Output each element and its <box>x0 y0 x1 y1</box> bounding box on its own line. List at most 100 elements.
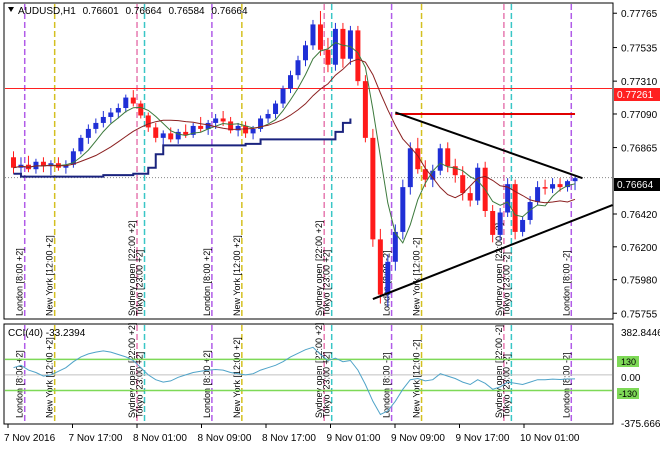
candle-body[interactable] <box>288 75 294 89</box>
candle-body[interactable] <box>85 128 91 138</box>
candle-body[interactable] <box>302 45 308 61</box>
candle-body[interactable] <box>550 184 556 189</box>
candle-body[interactable] <box>460 175 466 194</box>
candle-body[interactable] <box>10 157 16 168</box>
candle-body[interactable] <box>565 181 571 188</box>
x-tick-label: 8 Nov 17:00 <box>262 433 316 444</box>
candle-body[interactable] <box>205 122 211 129</box>
candle-body[interactable] <box>115 108 121 113</box>
price-axis: 0.77765 0.77535 0.77310 0.77090 0.76865 0.764… <box>613 9 658 320</box>
candle-body[interactable] <box>130 97 136 104</box>
session-label-cci: Tokyo [23:00 +2] <box>322 352 332 418</box>
candle-body[interactable] <box>168 133 174 140</box>
candle-body[interactable] <box>258 118 264 129</box>
candle-body[interactable] <box>108 112 114 117</box>
indicator-lines <box>13 42 576 244</box>
candle-body[interactable] <box>377 239 383 295</box>
candle-body[interactable] <box>310 24 316 46</box>
current-price-text: 0.76664 <box>617 180 654 191</box>
candle-body[interactable] <box>407 148 413 188</box>
y-tick-label: 0.76865 <box>621 144 658 155</box>
candle-body[interactable] <box>228 121 234 131</box>
candle-body[interactable] <box>138 103 144 116</box>
candle-body[interactable] <box>332 28 338 65</box>
session-label: Sydney open [22:00 +2] <box>127 221 137 316</box>
candle-body[interactable] <box>123 97 129 109</box>
cci-zero-label: 0.00 <box>621 373 641 384</box>
indicator-panel[interactable] <box>3 323 614 425</box>
collapse-triangle-icon[interactable] <box>8 7 14 12</box>
candle-body[interactable] <box>347 30 353 59</box>
candles[interactable] <box>10 10 578 307</box>
y-tick-label: 0.77535 <box>621 44 658 55</box>
candle-body[interactable] <box>145 115 151 128</box>
candle-body[interactable] <box>452 166 458 176</box>
candle-body[interactable] <box>78 137 84 152</box>
candle-body[interactable] <box>505 184 511 213</box>
candle-body[interactable] <box>243 125 249 134</box>
session-label: New York [12:00 -2] <box>412 237 422 316</box>
candle-body[interactable] <box>512 184 518 232</box>
candle-body[interactable] <box>490 211 496 235</box>
candle-body[interactable] <box>385 261 391 295</box>
candle-body[interactable] <box>220 118 226 122</box>
candle-body[interactable] <box>542 187 548 189</box>
candle-body[interactable] <box>415 148 421 170</box>
cci-levels <box>5 358 612 392</box>
candle-body[interactable] <box>213 118 219 123</box>
close-value: 0.76664 <box>211 6 248 17</box>
price-panel[interactable] <box>3 2 614 320</box>
candle-body[interactable] <box>295 60 301 76</box>
candle-body[interactable] <box>190 125 196 135</box>
trendline[interactable] <box>372 204 613 301</box>
session-label-cci: Sydney open [22:00 -2] <box>494 325 504 418</box>
candle-body[interactable] <box>392 231 398 262</box>
y-tick-label: 0.77765 <box>621 9 658 20</box>
candle-body[interactable] <box>467 193 473 201</box>
candle-body[interactable] <box>535 187 541 203</box>
candle-body[interactable] <box>250 128 256 134</box>
candle-body[interactable] <box>198 125 204 129</box>
session-label: Tokyo [23:00 +2] <box>135 250 145 316</box>
candle-body[interactable] <box>63 164 69 168</box>
candle-body[interactable] <box>362 81 368 138</box>
candle-body[interactable] <box>557 184 563 188</box>
symbol-label: AUDUSD,H1 <box>18 6 76 17</box>
candle-body[interactable] <box>273 103 279 114</box>
candle-body[interactable] <box>527 202 533 220</box>
candle-body[interactable] <box>317 24 323 50</box>
candle-body[interactable] <box>370 137 376 240</box>
candle-body[interactable] <box>430 170 436 180</box>
candle-body[interactable] <box>280 88 286 104</box>
high-value: 0.76664 <box>126 6 163 17</box>
candle-body[interactable] <box>70 151 76 165</box>
candle-body[interactable] <box>265 113 271 119</box>
candle-body[interactable] <box>497 212 503 235</box>
candle-body[interactable] <box>100 116 106 123</box>
candle-body[interactable] <box>355 30 361 82</box>
candle-body[interactable] <box>572 178 578 182</box>
trendlines[interactable] <box>372 111 613 301</box>
candle-body[interactable] <box>340 28 346 59</box>
candle-body[interactable] <box>475 167 481 201</box>
trendline[interactable] <box>395 111 583 180</box>
candle-body[interactable] <box>400 187 406 232</box>
candle-body[interactable] <box>93 122 99 129</box>
candle-body[interactable] <box>325 49 331 65</box>
candle-body[interactable] <box>175 131 181 140</box>
candle-body[interactable] <box>183 131 189 135</box>
candle-body[interactable] <box>437 148 443 171</box>
x-tick-label: 9 Nov 09:00 <box>391 433 445 444</box>
red-line-price-tag <box>614 88 660 101</box>
cci-upper-level-text: 130 <box>621 357 636 367</box>
candle-body[interactable] <box>160 133 166 138</box>
candle-body[interactable] <box>520 219 526 232</box>
candle-body[interactable] <box>422 169 428 180</box>
candle-body[interactable] <box>235 125 241 131</box>
candle-body[interactable] <box>153 127 159 138</box>
candle-body[interactable] <box>40 161 46 167</box>
red-line-price-text: 0.77261 <box>617 90 654 101</box>
candle-body[interactable] <box>445 148 451 167</box>
